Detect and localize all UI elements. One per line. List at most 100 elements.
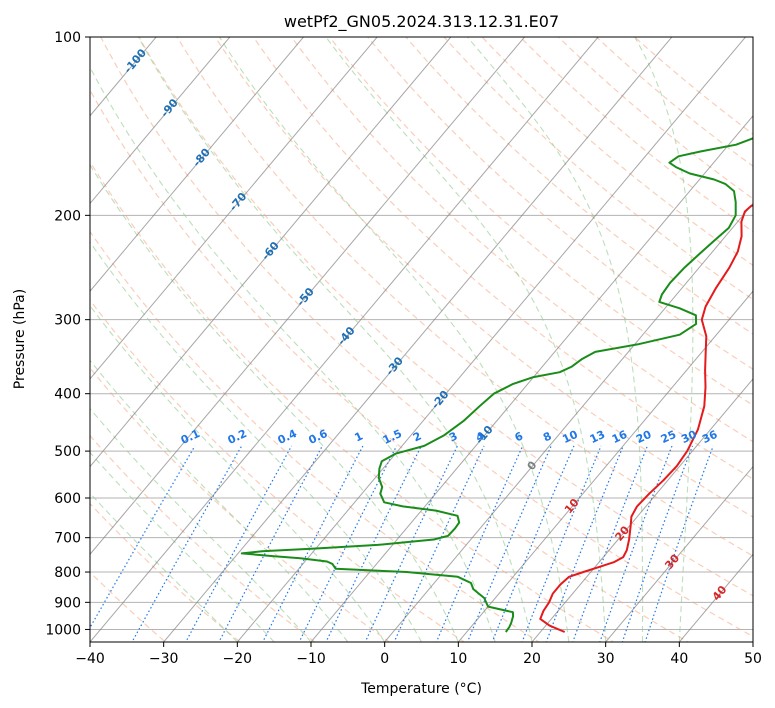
mixing-ratio-label: 0.1 xyxy=(179,427,202,447)
overlay-labels: -100-90-80-70-60-50-40-30-20-10010203040… xyxy=(121,46,729,603)
isotherm-line xyxy=(90,37,452,468)
mixing-ratio-label: 13 xyxy=(588,428,607,446)
mixing-ratio-label: 0.2 xyxy=(226,427,249,447)
isotherm-line xyxy=(678,553,753,642)
dry-adiabat-line xyxy=(90,88,690,642)
y-tick-label: 900 xyxy=(54,595,81,611)
x-tick-label: 30 xyxy=(597,651,615,667)
x-tick-label: 10 xyxy=(449,651,467,667)
dry-adiabat-line xyxy=(176,37,753,557)
mixing-ratio-label: 1 xyxy=(352,429,364,444)
moist-adiabat-line xyxy=(634,37,694,642)
dry-adiabat-line xyxy=(481,37,753,267)
x-tick-label: −10 xyxy=(296,651,326,667)
isotherm-line xyxy=(310,115,753,642)
x-tick-label: 20 xyxy=(523,651,541,667)
mixing-ratio-label: 6 xyxy=(513,429,526,444)
isotherm-line xyxy=(752,641,753,642)
dry-adiabat-line xyxy=(405,37,753,335)
isotherm-line xyxy=(90,37,378,380)
x-tick-label: 50 xyxy=(744,651,762,667)
mixing-ratio-line xyxy=(218,445,323,642)
dry-adiabat-line xyxy=(90,434,316,642)
x-axis-label: Temperature (°C) xyxy=(360,681,482,697)
mixing-ratio-label: 16 xyxy=(610,428,630,446)
moist-adiabats xyxy=(90,37,694,642)
mixing-ratio-label: 36 xyxy=(700,428,720,446)
mixing-ratio-line xyxy=(545,445,624,642)
isotherm-line xyxy=(457,290,753,642)
dewpoint-line xyxy=(240,137,753,633)
temperature-line xyxy=(539,204,753,633)
isotherm-line xyxy=(531,378,753,642)
mixing-ratio-label: 8 xyxy=(541,429,553,444)
y-axis-label: Pressure (hPa) xyxy=(12,289,28,389)
mixing-ratio-line xyxy=(644,445,714,642)
mixing-ratio-label: 10 xyxy=(560,428,580,446)
isotherm-line xyxy=(605,465,753,642)
x-tick-label: −30 xyxy=(149,651,179,667)
mixing-ratio-line xyxy=(621,445,694,642)
isotherm-line xyxy=(90,37,305,292)
isotherm-line xyxy=(90,37,599,642)
mixing-ratio-line xyxy=(435,445,524,642)
isotherm-line xyxy=(163,37,673,642)
x-tick-label: 40 xyxy=(670,651,688,667)
dry-adiabat-line xyxy=(443,37,753,301)
moist-adiabat-line xyxy=(218,37,570,642)
mixing-ratio-line xyxy=(185,445,293,642)
x-tick-label: −40 xyxy=(75,651,105,667)
y-tick-label: 500 xyxy=(54,444,81,460)
y-tick-label: 100 xyxy=(54,30,81,46)
mixing-ratio-label: 0.4 xyxy=(276,427,299,447)
dry-adiabat-line xyxy=(519,37,753,233)
horizontal-gridlines xyxy=(90,37,753,630)
moist-adiabat-line xyxy=(90,66,496,642)
y-axis-ticks: 100 200 300 400 500 600 700 800 900 1000 xyxy=(45,30,90,638)
y-tick-label: 800 xyxy=(54,565,81,581)
dry-adiabat-line xyxy=(90,299,466,642)
mixing-ratio-label: 3 xyxy=(447,429,459,444)
moist-adiabat-line xyxy=(325,37,607,642)
moist-adiabat-line xyxy=(90,451,275,642)
mixing-ratio-label: 2 xyxy=(411,429,423,444)
dry-adiabat-line xyxy=(252,37,753,480)
mixing-ratio-line xyxy=(572,445,648,642)
mixing-ratio-label: 30 xyxy=(679,428,699,446)
plot-frame xyxy=(89,36,754,643)
mixing-ratio-label: 20 xyxy=(634,428,654,446)
dry-adiabat-line xyxy=(90,571,167,642)
isotherm-line xyxy=(384,202,753,642)
dry-adiabat-line xyxy=(290,37,753,443)
dry-adiabat-line xyxy=(90,160,615,642)
profile-series xyxy=(240,137,753,633)
y-tick-label: 400 xyxy=(54,387,81,403)
x-tick-label: −20 xyxy=(223,651,253,667)
dry-adiabat-line xyxy=(90,230,540,642)
dry-adiabat-line xyxy=(214,37,753,518)
isotherm-line xyxy=(90,37,526,556)
y-tick-label: 200 xyxy=(54,208,81,224)
moist-adiabat-line xyxy=(90,359,349,642)
x-axis-ticks: −40 −30 −20 −10 0 10 20 30 40 50 xyxy=(75,642,762,667)
mixing-ratio-line xyxy=(466,445,552,642)
moist-adiabat-line xyxy=(90,241,422,642)
y-tick-label: 700 xyxy=(54,531,81,547)
moist-adiabat-line xyxy=(90,304,386,642)
dry-adiabat-line xyxy=(633,37,753,135)
isotherm-gridlines xyxy=(90,37,753,642)
chart-title: wetPf2_GN05.2024.313.12.31.E07 xyxy=(284,12,559,32)
dry-adiabat-line xyxy=(90,502,241,642)
dry-adiabat-line xyxy=(100,37,753,638)
moist-adiabat-line xyxy=(137,37,533,642)
dry-adiabats xyxy=(90,37,753,642)
mixing-ratio-line xyxy=(90,445,196,629)
mixing-ratio-line xyxy=(599,445,673,642)
dry-adiabat-line xyxy=(328,37,753,406)
mixing-ratio-lines xyxy=(90,445,714,642)
moist-adiabat-line xyxy=(467,37,644,642)
dry-adiabat-line xyxy=(90,367,391,642)
mixing-ratio-line xyxy=(298,445,398,642)
isotherm-line xyxy=(90,37,231,205)
